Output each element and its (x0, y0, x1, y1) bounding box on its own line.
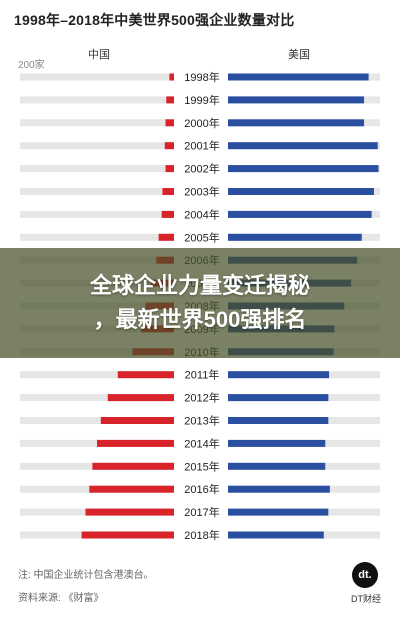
china-bar (92, 462, 174, 470)
china-bar (158, 233, 174, 241)
year-label: 2004年 (184, 207, 219, 221)
year-label: 2000年 (184, 116, 219, 130)
usa-bar (228, 96, 365, 104)
year-label: 2013年 (184, 414, 219, 428)
overlay-line-2: ，最新世界500强排名 (93, 307, 307, 332)
footnote: 注: 中国企业统计包含港澳台。 (18, 570, 154, 581)
china-bar (164, 142, 174, 150)
year-label: 2003年 (184, 185, 219, 199)
china-track (20, 165, 174, 173)
china-bar (85, 508, 174, 516)
usa-bar (228, 439, 326, 447)
china-bar (161, 210, 174, 218)
usa-bar (228, 210, 372, 218)
china-bar (162, 188, 174, 195)
usa-bar (228, 233, 362, 241)
china-track (20, 188, 174, 195)
usa-bar (228, 142, 378, 150)
year-label: 2018年 (184, 528, 219, 542)
year-label: 2014年 (184, 436, 219, 450)
usa-bar (228, 73, 369, 81)
scale-label: 200家 (18, 60, 45, 71)
china-track (20, 142, 174, 150)
year-label: 2017年 (184, 505, 219, 519)
china-track (20, 96, 174, 104)
china-track (20, 210, 174, 218)
year-label: 2011年 (185, 368, 220, 382)
legend-usa: 美国 (288, 49, 310, 61)
china-track (20, 394, 174, 402)
china-bar (165, 165, 174, 173)
year-label: 1999年 (184, 93, 219, 107)
china-track (20, 417, 174, 424)
usa-bar (228, 508, 329, 516)
year-label: 1998年 (184, 70, 219, 84)
usa-bar (228, 485, 330, 493)
dt-logo-icon: dt. (352, 562, 378, 588)
china-track (20, 73, 174, 81)
legend-china: 中国 (88, 49, 110, 61)
china-track (20, 371, 174, 379)
year-label: 2015年 (184, 459, 219, 473)
china-track (20, 119, 174, 127)
china-bar (107, 394, 174, 402)
chart-title: 1998年–2018年中美世界500强企业数量对比 (14, 12, 295, 28)
year-label: 2002年 (184, 162, 219, 176)
year-label: 2016年 (184, 482, 219, 496)
overlay-line-1: 全球企业力量变迁揭秘 (89, 273, 310, 298)
china-bar (169, 73, 174, 81)
logo-text: DT财经 (351, 594, 381, 604)
usa-bar (228, 394, 329, 402)
china-bar (89, 485, 174, 493)
usa-bar (228, 188, 374, 195)
usa-bar (228, 417, 329, 424)
china-bar (97, 439, 174, 447)
source-note: 资料来源: 《财富》 (18, 593, 104, 604)
year-label: 2012年 (184, 391, 219, 405)
usa-bar (228, 371, 330, 379)
year-label: 2001年 (184, 139, 219, 153)
usa-bar (228, 462, 326, 470)
china-bar (117, 371, 174, 379)
usa-bar (228, 531, 324, 539)
china-track (20, 233, 174, 241)
china-bar (166, 96, 174, 104)
china-bar (81, 531, 174, 539)
overlay-banner: 全球企业力量变迁揭秘 ，最新世界500强排名 (0, 248, 400, 358)
usa-bar (228, 119, 365, 127)
year-label: 2005年 (184, 230, 219, 244)
usa-bar (228, 165, 379, 173)
china-bar (165, 119, 174, 127)
china-bar (100, 417, 174, 424)
